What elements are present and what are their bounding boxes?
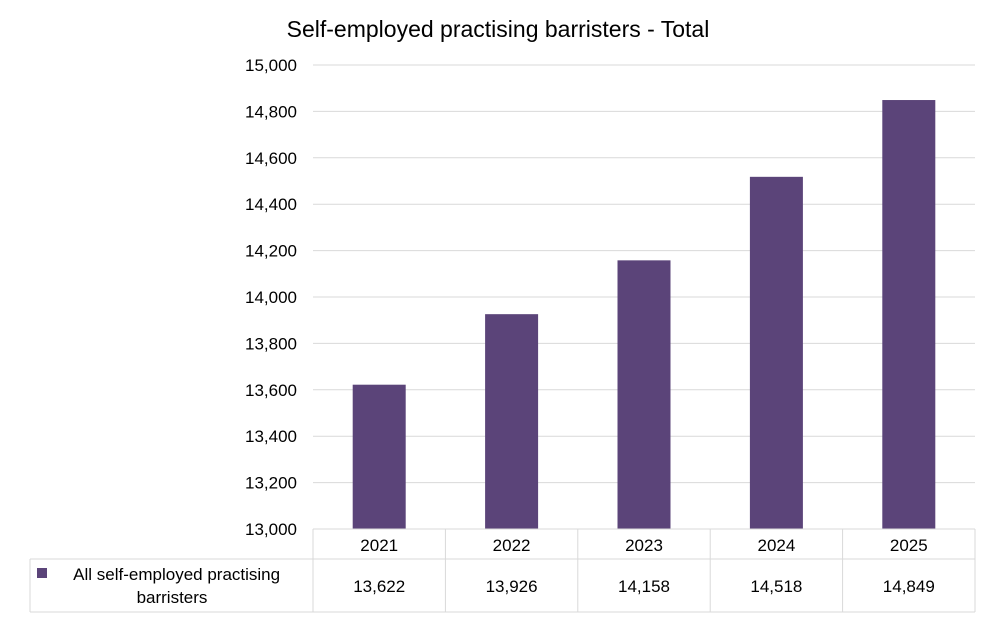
y-tick-label: 14,600 [245,149,297,168]
bar [882,100,936,530]
bar [617,260,671,529]
y-tick-label: 15,000 [245,56,297,75]
y-tick-label: 13,400 [245,427,297,446]
y-axis-tick-labels: 13,000 13,200 13,400 13,600 13,800 14,000 14,2… [245,56,297,539]
data-label: 13,926 [486,577,538,596]
y-tick-label: 14,400 [245,195,297,214]
legend-label-line-1: All self-employed practising [73,565,280,584]
y-tick-label: 13,000 [245,520,297,539]
data-table-legend: All self-employed practising barristers [37,565,285,607]
y-tick-label: 14,000 [245,288,297,307]
bars [352,100,936,530]
x-category-label: 2021 [360,536,398,555]
x-category-label: 2024 [757,536,795,555]
data-label: 14,158 [618,577,670,596]
bar [485,314,539,529]
y-tick-label: 13,200 [245,474,297,493]
bar [749,176,803,529]
legend-label: All self-employed practising barristers [73,565,285,607]
chart-title: Self-employed practising barristers - To… [287,16,710,42]
data-label: 13,622 [353,577,405,596]
data-label: 14,849 [883,577,935,596]
y-tick-label: 14,800 [245,102,297,121]
legend-swatch [37,568,47,578]
bar [352,384,406,529]
y-tick-label: 13,800 [245,334,297,353]
x-category-label: 2022 [493,536,531,555]
x-category-label: 2025 [890,536,928,555]
legend-label-line-2: barristers [137,588,208,607]
y-tick-label: 14,200 [245,242,297,261]
data-table-categories: 2021 2022 2023 2024 2025 [360,536,927,555]
x-category-label: 2023 [625,536,663,555]
data-table: 2021 2022 2023 2024 2025 All self-employed p… [29,528,976,613]
data-table-borders [29,528,976,613]
data-label: 14,518 [750,577,802,596]
data-table-values: 13,622 13,926 14,158 14,518 14,849 [353,577,935,596]
y-tick-label: 13,600 [245,381,297,400]
